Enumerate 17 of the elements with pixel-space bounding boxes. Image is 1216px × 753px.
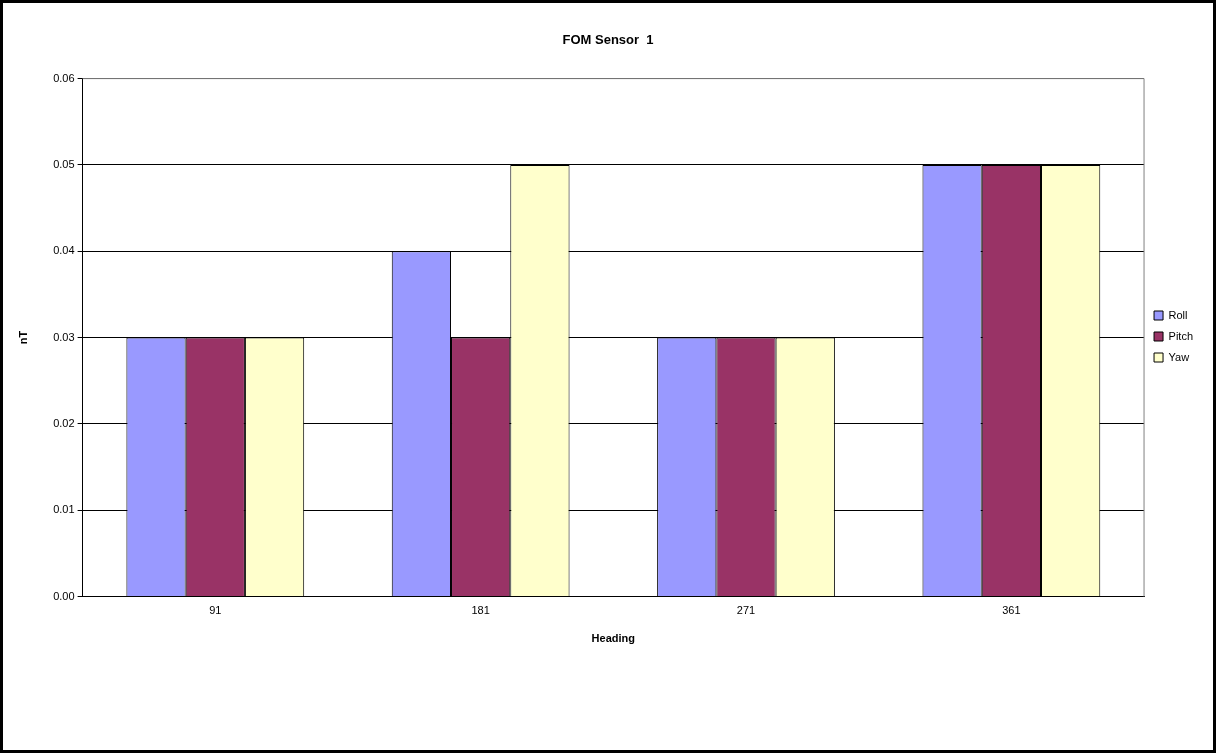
y-tick-label: 0.04 xyxy=(53,244,75,257)
legend-label: Roll xyxy=(1168,308,1188,321)
y-tick-label: 0.03 xyxy=(53,330,75,343)
y-tick-label: 0.00 xyxy=(53,589,75,602)
y-axis-title: nT xyxy=(16,330,29,345)
y-tick-label: 0.05 xyxy=(53,157,75,170)
legend-label: Pitch xyxy=(1168,329,1194,342)
legend-label: Yaw xyxy=(1168,350,1190,363)
y-tick-label: 0.02 xyxy=(53,416,75,429)
y-tick-label: 0.01 xyxy=(53,503,75,516)
x-tick-label: 91 xyxy=(209,604,222,617)
x-tick-label: 361 xyxy=(1002,604,1021,617)
x-axis-title: Heading xyxy=(591,632,636,645)
x-tick-label: 271 xyxy=(736,604,756,617)
chart-title: FOM Sensor 1 xyxy=(562,32,654,48)
y-tick-label: 0.06 xyxy=(53,71,75,84)
x-tick-label: 181 xyxy=(471,604,490,617)
